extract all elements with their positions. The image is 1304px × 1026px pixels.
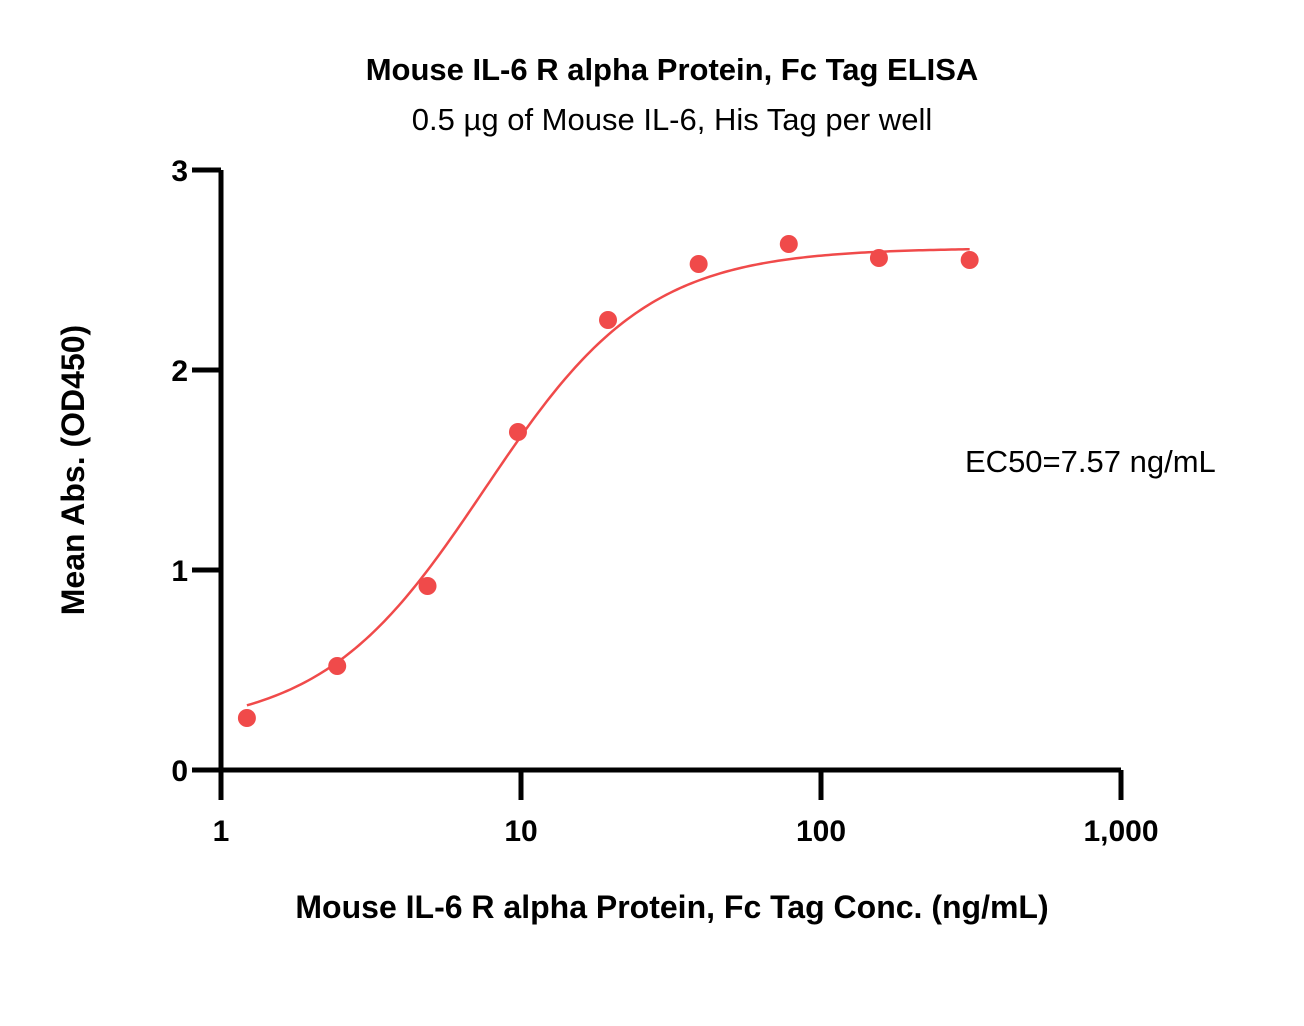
data-point	[869, 249, 888, 267]
data-point	[237, 709, 256, 727]
x-tick-label: 1	[213, 815, 230, 848]
data-point	[418, 577, 437, 595]
y-tick-label: 3	[171, 155, 188, 188]
fit-curve	[246, 248, 970, 707]
data-point	[328, 657, 347, 675]
y-tick-label: 1	[171, 555, 188, 588]
y-tick-label: 2	[171, 355, 188, 388]
chart-subtitle: 0.5 µg of Mouse IL-6, His Tag per well	[412, 102, 932, 137]
data-point	[779, 235, 798, 253]
y-ticks: 0 1 2 3	[171, 155, 221, 788]
ec50-annotation: EC50=7.57 ng/mL	[965, 444, 1216, 479]
x-tick-label: 100	[796, 815, 846, 848]
x-tick-label: 1,000	[1083, 815, 1158, 848]
x-axis-label: Mouse IL-6 R alpha Protein, Fc Tag Conc.…	[295, 889, 1048, 925]
axes	[218, 170, 1121, 773]
x-tick-label: 10	[504, 815, 537, 848]
data-points	[237, 235, 979, 727]
data-point	[599, 311, 618, 329]
data-point	[689, 255, 708, 273]
data-point	[508, 423, 527, 441]
data-point	[960, 251, 979, 269]
x-ticks: 1 10 100 1,000	[213, 770, 1159, 848]
y-axis-label: Mean Abs. (OD450)	[55, 325, 91, 615]
y-tick-label: 0	[171, 755, 188, 788]
chart-title: Mouse IL-6 R alpha Protein, Fc Tag ELISA	[366, 52, 979, 87]
